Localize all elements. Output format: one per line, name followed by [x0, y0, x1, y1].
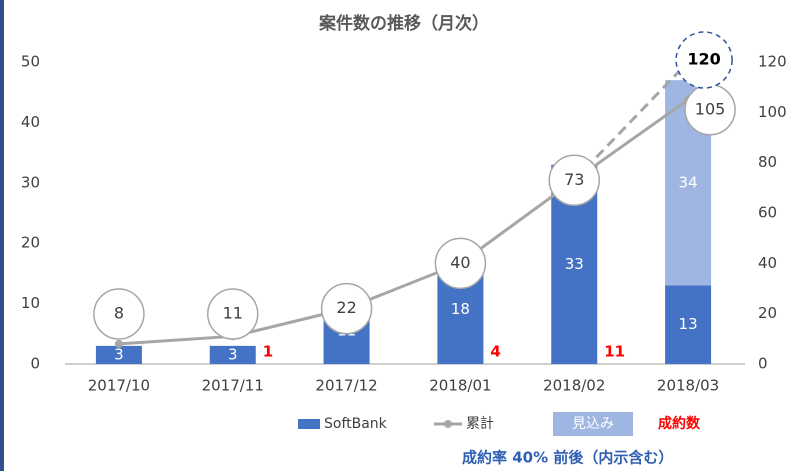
legend-swatch [553, 412, 633, 436]
cumulative-bubble [93, 288, 145, 340]
legend-label: SoftBank [324, 416, 388, 432]
cumulative-label: 11 [223, 304, 243, 323]
y-tick-label: 0 [30, 355, 40, 373]
legend-label: 見込み [572, 416, 614, 432]
cumulative-label: 73 [564, 170, 584, 189]
y-tick-label: 20 [21, 234, 40, 252]
cumulative-bubble [548, 154, 600, 207]
bar-label: 13 [679, 315, 698, 333]
projection-bubble [675, 31, 733, 89]
cumulative-bubble [320, 282, 373, 335]
note: 成約率 40% 前後（内示含む） [462, 449, 673, 467]
bar [665, 285, 712, 364]
y2-tick-label: 0 [758, 355, 768, 373]
x-tick-label: 2018/03 [657, 377, 719, 395]
projection-label: 120 [687, 50, 720, 69]
bar [95, 345, 142, 364]
bar-label: 34 [679, 173, 698, 191]
y-tick-label: 40 [21, 113, 40, 131]
legend-swatch [444, 420, 452, 428]
y-tick-label: 30 [21, 173, 40, 191]
y2-tick-label: 40 [758, 254, 777, 272]
projection-line [573, 60, 690, 182]
bar [209, 345, 256, 364]
contract-label: 4 [490, 343, 500, 361]
chart-title: 案件数の推移（月次） [318, 13, 489, 34]
y-tick-label: 10 [21, 294, 40, 312]
cumulative-label: 22 [336, 298, 356, 317]
x-tick-label: 2017/10 [88, 377, 150, 395]
legend-label: 成約数 [658, 415, 701, 432]
y2-tick-label: 100 [758, 103, 787, 121]
cumulative-label: 8 [114, 304, 124, 323]
cumulative-label: 105 [695, 99, 726, 118]
y2-tick-label: 20 [758, 304, 777, 322]
x-tick-label: 2018/01 [429, 377, 491, 395]
cumulative-bubble [434, 237, 487, 290]
x-tick-label: 2017/11 [202, 377, 264, 395]
cumulative-bubble [207, 288, 259, 340]
cumulative-point [114, 339, 123, 348]
x-tick-label: 2018/02 [543, 377, 605, 395]
y2-tick-label: 60 [758, 204, 777, 222]
y2-tick-label: 80 [758, 153, 777, 171]
x-tick-label: 2017/12 [315, 377, 377, 395]
y-tick-label: 50 [21, 53, 40, 71]
contract-label: 1 [263, 343, 273, 361]
legend-label: 累計 [466, 416, 494, 432]
bar-label: 3 [114, 345, 124, 363]
bar-label: 33 [565, 255, 584, 273]
legend-swatch [298, 419, 320, 429]
y2-tick-label: 120 [758, 53, 787, 71]
bar-label: 3 [228, 345, 238, 363]
cumulative-label: 40 [450, 253, 470, 272]
left-border [0, 0, 4, 471]
contract-label: 11 [604, 343, 625, 361]
bar-label: 18 [451, 300, 470, 318]
